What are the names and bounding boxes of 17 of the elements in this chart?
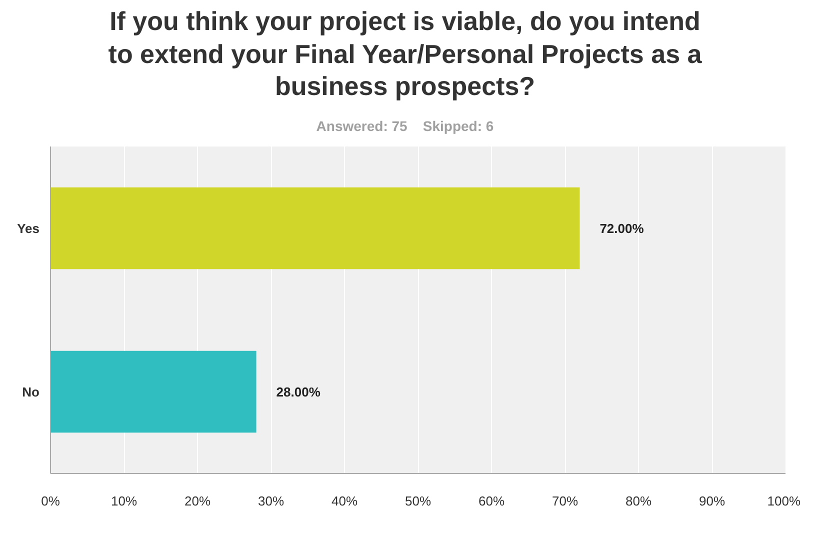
y-tick-label: Yes [17, 220, 40, 236]
x-tick-label: 40% [331, 493, 358, 508]
x-tick-label: 20% [184, 493, 211, 508]
chart-subtitle: Answered: 75 Skipped: 6 [316, 116, 494, 136]
x-tick-label: 70% [552, 493, 578, 508]
x-tick-label: 100% [767, 493, 801, 508]
data-label: 72.00% [600, 220, 644, 236]
chart-title: If you think your project is viable, do you intend to extend your Final Year/Personal Projects as a business prospects? [107, 5, 703, 102]
x-tick-label: 80% [625, 493, 652, 508]
y-tick-label: No [22, 384, 40, 399]
x-tick-label: 0% [41, 493, 60, 508]
x-tick-label: 30% [258, 493, 284, 508]
data-label: 28.00% [276, 384, 321, 399]
x-tick-label: 90% [698, 493, 726, 508]
x-tick-label: 10% [110, 493, 138, 508]
x-tick-label: 60% [478, 493, 505, 508]
x-tick-label: 50% [404, 493, 432, 508]
